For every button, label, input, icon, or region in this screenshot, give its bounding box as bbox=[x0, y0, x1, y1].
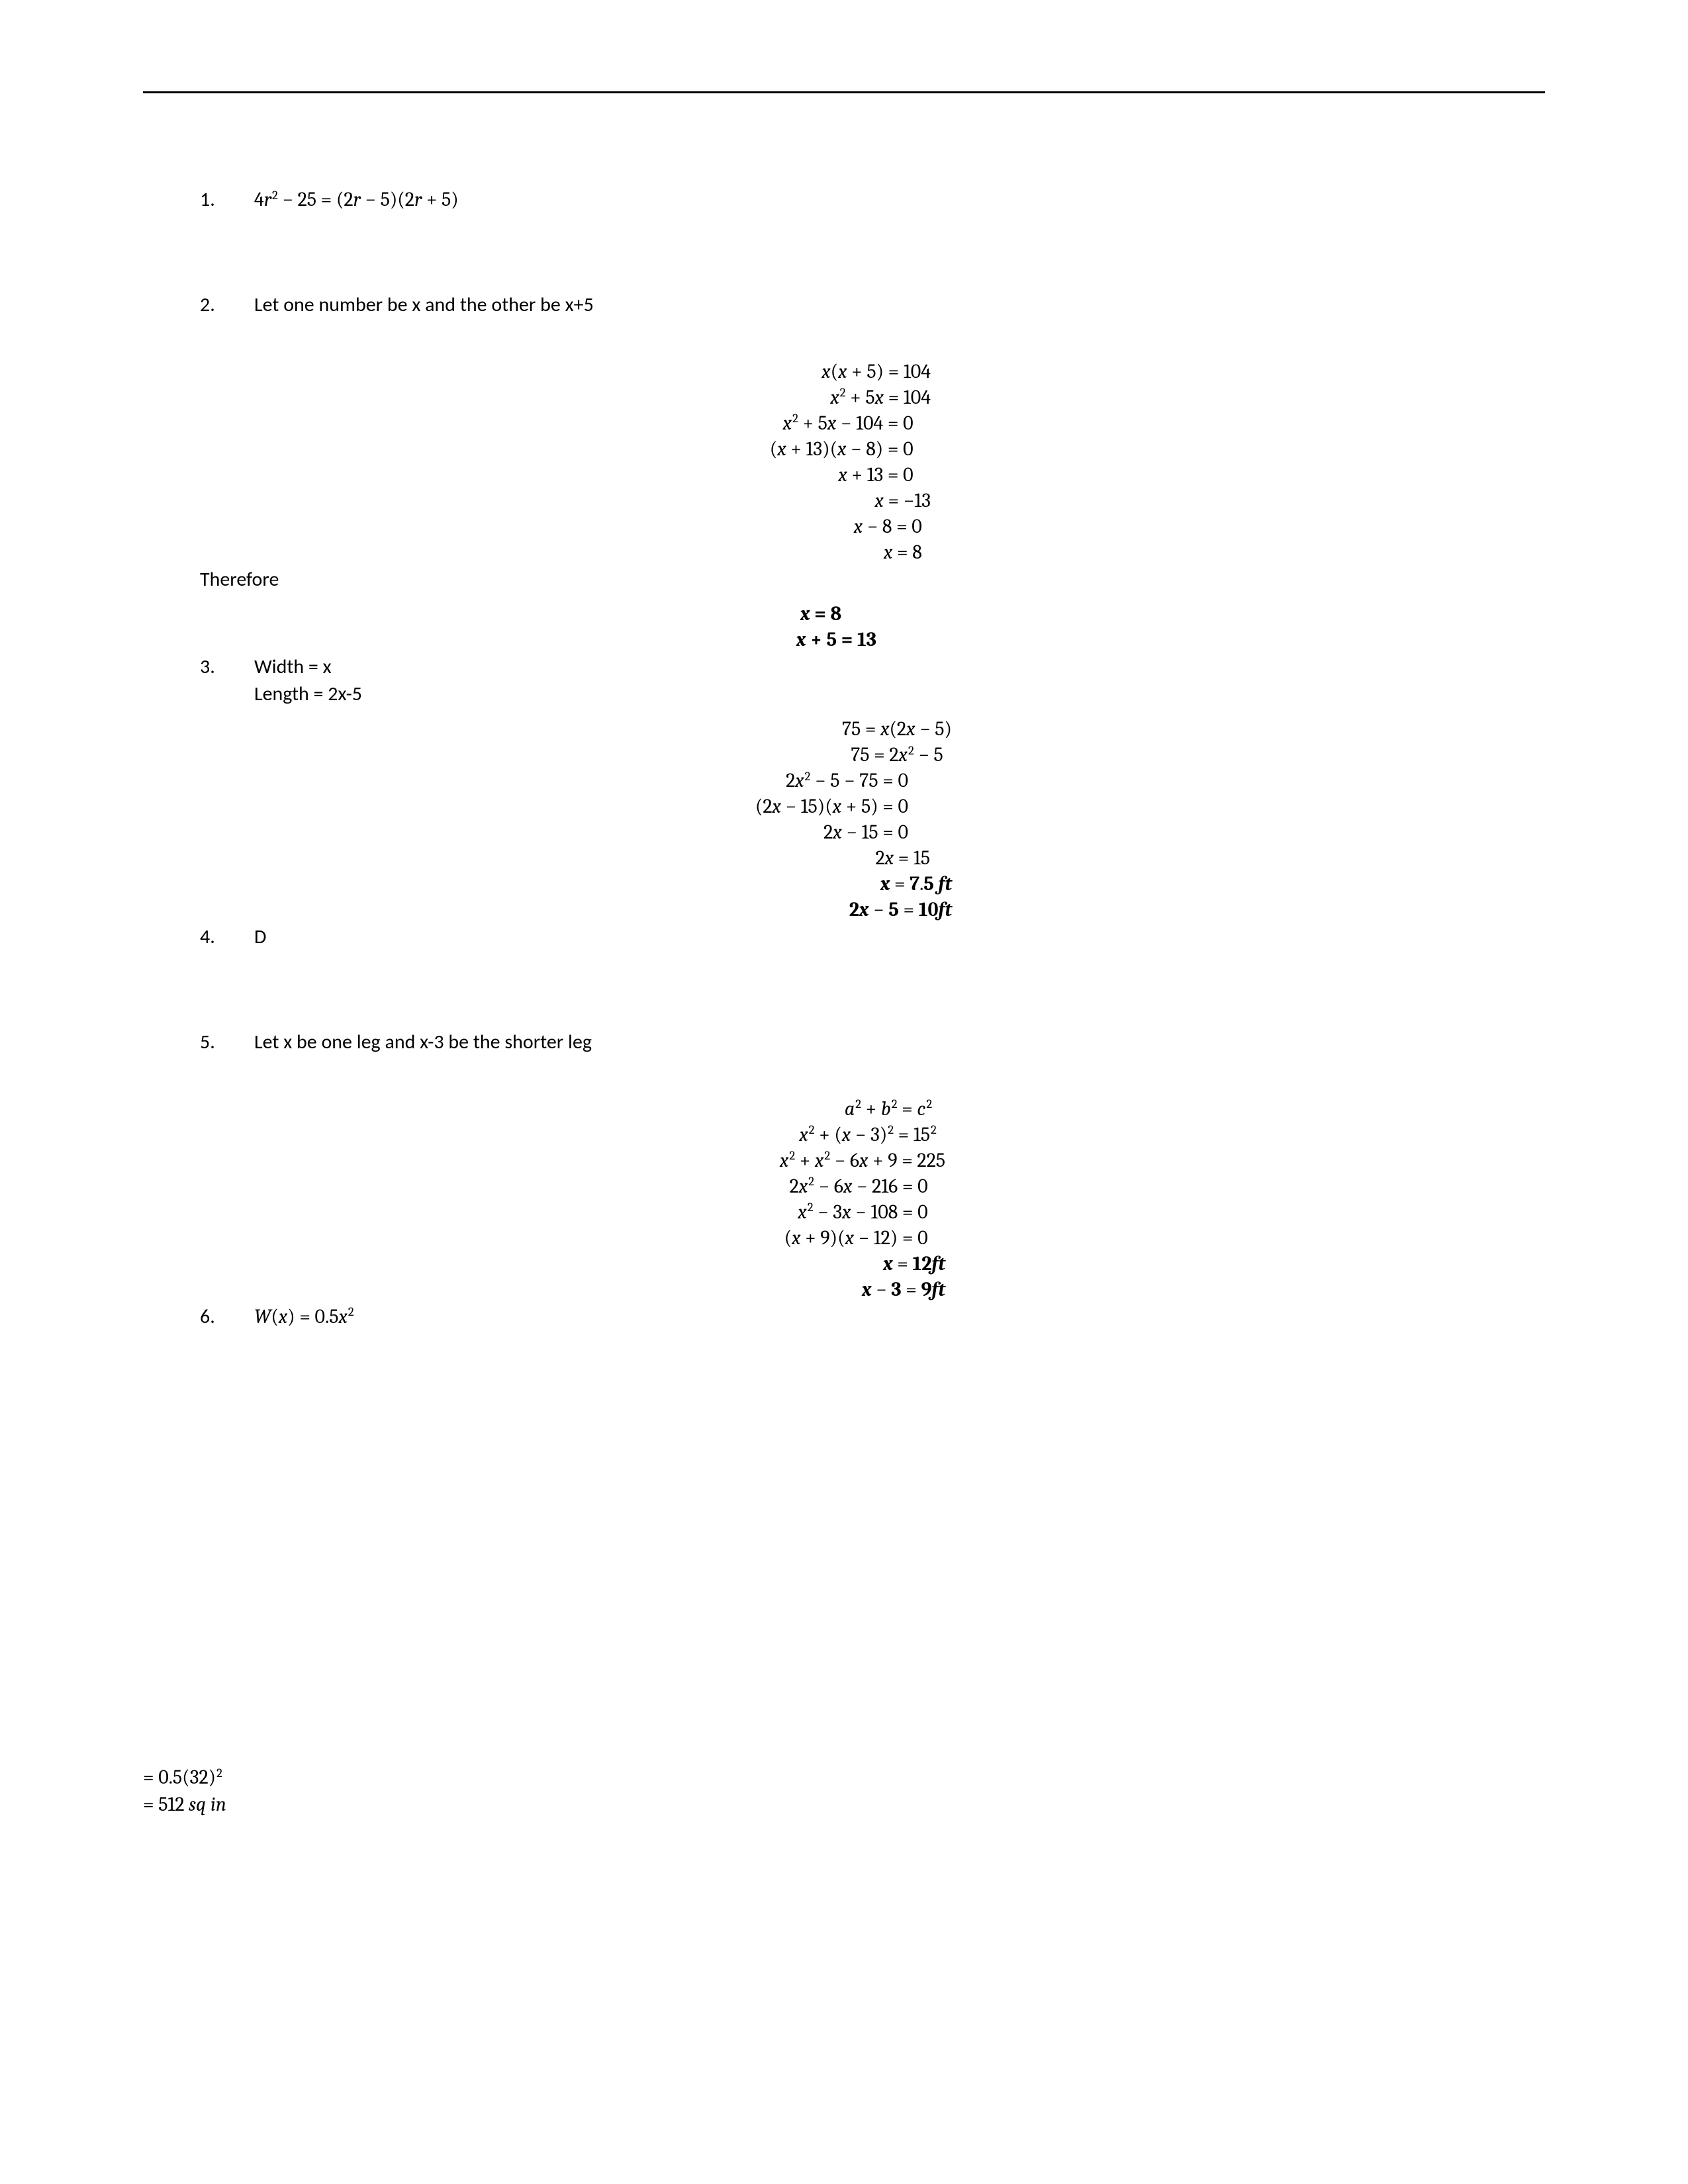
page: 1. 4r2 − 25 = (2r − 5)(2r + 5) 2. Let on… bbox=[0, 0, 1688, 2184]
q4-number: 4. bbox=[200, 924, 254, 951]
q3-eqblock: 75 = x(2x − 5)75 = 2x2 − 5 2x2 − 5 − 75 … bbox=[200, 716, 952, 923]
q2-eqblock: x(x + 5) = 104x2 + 5x = 104x2 + 5x − 104… bbox=[200, 359, 931, 565]
q5-row: 5. Let x be one leg and x-3 be the short… bbox=[200, 1029, 1488, 1056]
q2-result: x = 8 x + 5 = 13 bbox=[200, 601, 876, 653]
top-rule bbox=[143, 91, 1545, 93]
q1-expression: 4r2 − 25 = (2r − 5)(2r + 5) bbox=[254, 187, 1488, 214]
q2-row: 2. Let one number be x and the other be … bbox=[200, 292, 1488, 319]
q3-width-line: Width = x bbox=[254, 654, 1488, 681]
q4-answer: D bbox=[254, 924, 1488, 951]
q6-final-block: = 0.5(32)2= 512 sq in bbox=[143, 1764, 226, 1819]
q1-row: 1. 4r2 − 25 = (2r − 5)(2r + 5) bbox=[200, 187, 1488, 214]
q6-expression: W(x) = 0.5x2 bbox=[254, 1304, 1488, 1331]
q3-length-line: Length = 2x-5 bbox=[254, 681, 1488, 708]
q5-intro: Let x be one leg and x-3 be the shorter … bbox=[254, 1029, 1488, 1056]
q6-row: 6. W(x) = 0.5x2 bbox=[200, 1304, 1488, 1331]
q4-row: 4. D bbox=[200, 924, 1488, 951]
content-area: 1. 4r2 − 25 = (2r − 5)(2r + 5) 2. Let on… bbox=[200, 187, 1488, 1330]
q1-number: 1. bbox=[200, 187, 254, 214]
q6-number: 6. bbox=[200, 1304, 254, 1331]
q3-number: 3. bbox=[200, 654, 254, 681]
q2-therefore: Therefore bbox=[200, 567, 1488, 594]
q2-intro: Let one number be x and the other be x+5 bbox=[254, 292, 1488, 319]
q5-number: 5. bbox=[200, 1029, 254, 1056]
q5-eqblock: a2 + b2 = c2 x2 + (x − 3)2 = 152 x2 + x2… bbox=[200, 1096, 945, 1302]
q3-row: 3. Width = x Length = 2x-5 bbox=[200, 654, 1488, 708]
q2-number: 2. bbox=[200, 292, 254, 319]
